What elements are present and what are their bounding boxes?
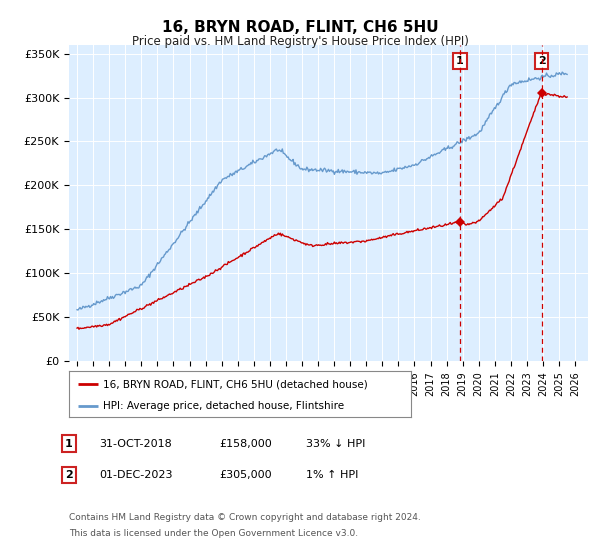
Text: Price paid vs. HM Land Registry's House Price Index (HPI): Price paid vs. HM Land Registry's House … xyxy=(131,35,469,48)
Text: 2: 2 xyxy=(538,56,545,66)
Text: This data is licensed under the Open Government Licence v3.0.: This data is licensed under the Open Gov… xyxy=(69,529,358,538)
Text: 1: 1 xyxy=(65,438,73,449)
Text: Contains HM Land Registry data © Crown copyright and database right 2024.: Contains HM Land Registry data © Crown c… xyxy=(69,513,421,522)
Text: HPI: Average price, detached house, Flintshire: HPI: Average price, detached house, Flin… xyxy=(103,401,344,410)
Text: £305,000: £305,000 xyxy=(219,470,272,480)
Text: £158,000: £158,000 xyxy=(219,438,272,449)
Text: 31-OCT-2018: 31-OCT-2018 xyxy=(99,438,172,449)
Text: 01-DEC-2023: 01-DEC-2023 xyxy=(99,470,173,480)
Text: 16, BRYN ROAD, FLINT, CH6 5HU (detached house): 16, BRYN ROAD, FLINT, CH6 5HU (detached … xyxy=(103,379,368,389)
Text: 16, BRYN ROAD, FLINT, CH6 5HU: 16, BRYN ROAD, FLINT, CH6 5HU xyxy=(161,20,439,35)
Text: 33% ↓ HPI: 33% ↓ HPI xyxy=(306,438,365,449)
Text: 1: 1 xyxy=(456,56,464,66)
Text: 1% ↑ HPI: 1% ↑ HPI xyxy=(306,470,358,480)
Text: 2: 2 xyxy=(65,470,73,480)
